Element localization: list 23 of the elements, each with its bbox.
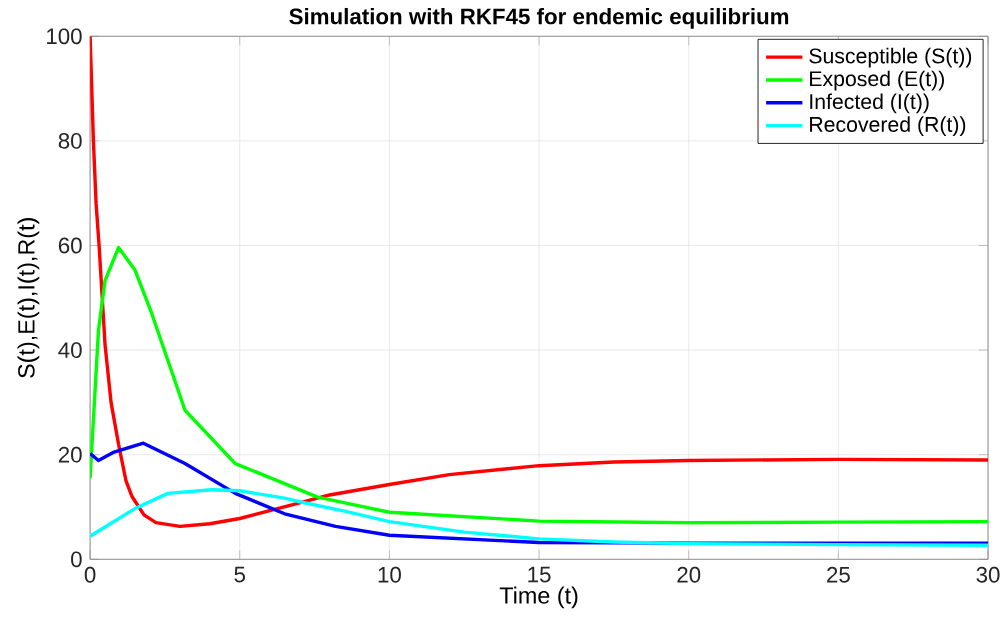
y-tick-label: 40 [58, 342, 82, 358]
legend-label: Susceptible (S(t)) [809, 47, 972, 68]
y-tick-label: 80 [58, 132, 82, 149]
y-tick-label: 0 [71, 551, 82, 568]
y-tick-label: 60 [58, 237, 82, 254]
x-tick-label: 0 [84, 566, 96, 583]
line-series [90, 245, 989, 525]
x-tick-label: 25 [827, 566, 850, 583]
x-axis-title: Time (t) [499, 586, 578, 609]
x-tick-label: 30 [976, 566, 1000, 583]
legend-label: Infected (I(t)) [810, 93, 929, 114]
legend-label: Exposed (E(t)) [810, 70, 944, 91]
line-series [90, 487, 989, 547]
y-tick-label: 100 [47, 28, 82, 45]
x-tick-label: 20 [677, 566, 701, 583]
y-tick-label: 20 [58, 446, 82, 463]
x-tick-label: 15 [528, 566, 551, 583]
y-axis-title: S(t),E(t),I(t),R(t) [17, 217, 40, 378]
x-tick-label: 10 [378, 566, 401, 583]
x-tick-label: 5 [234, 566, 246, 583]
line-series [90, 36, 989, 528]
chart-title: Simulation with RKF45 for endemic equilibrium [289, 7, 789, 29]
legend-label: Recovered (R(t)) [810, 116, 966, 136]
